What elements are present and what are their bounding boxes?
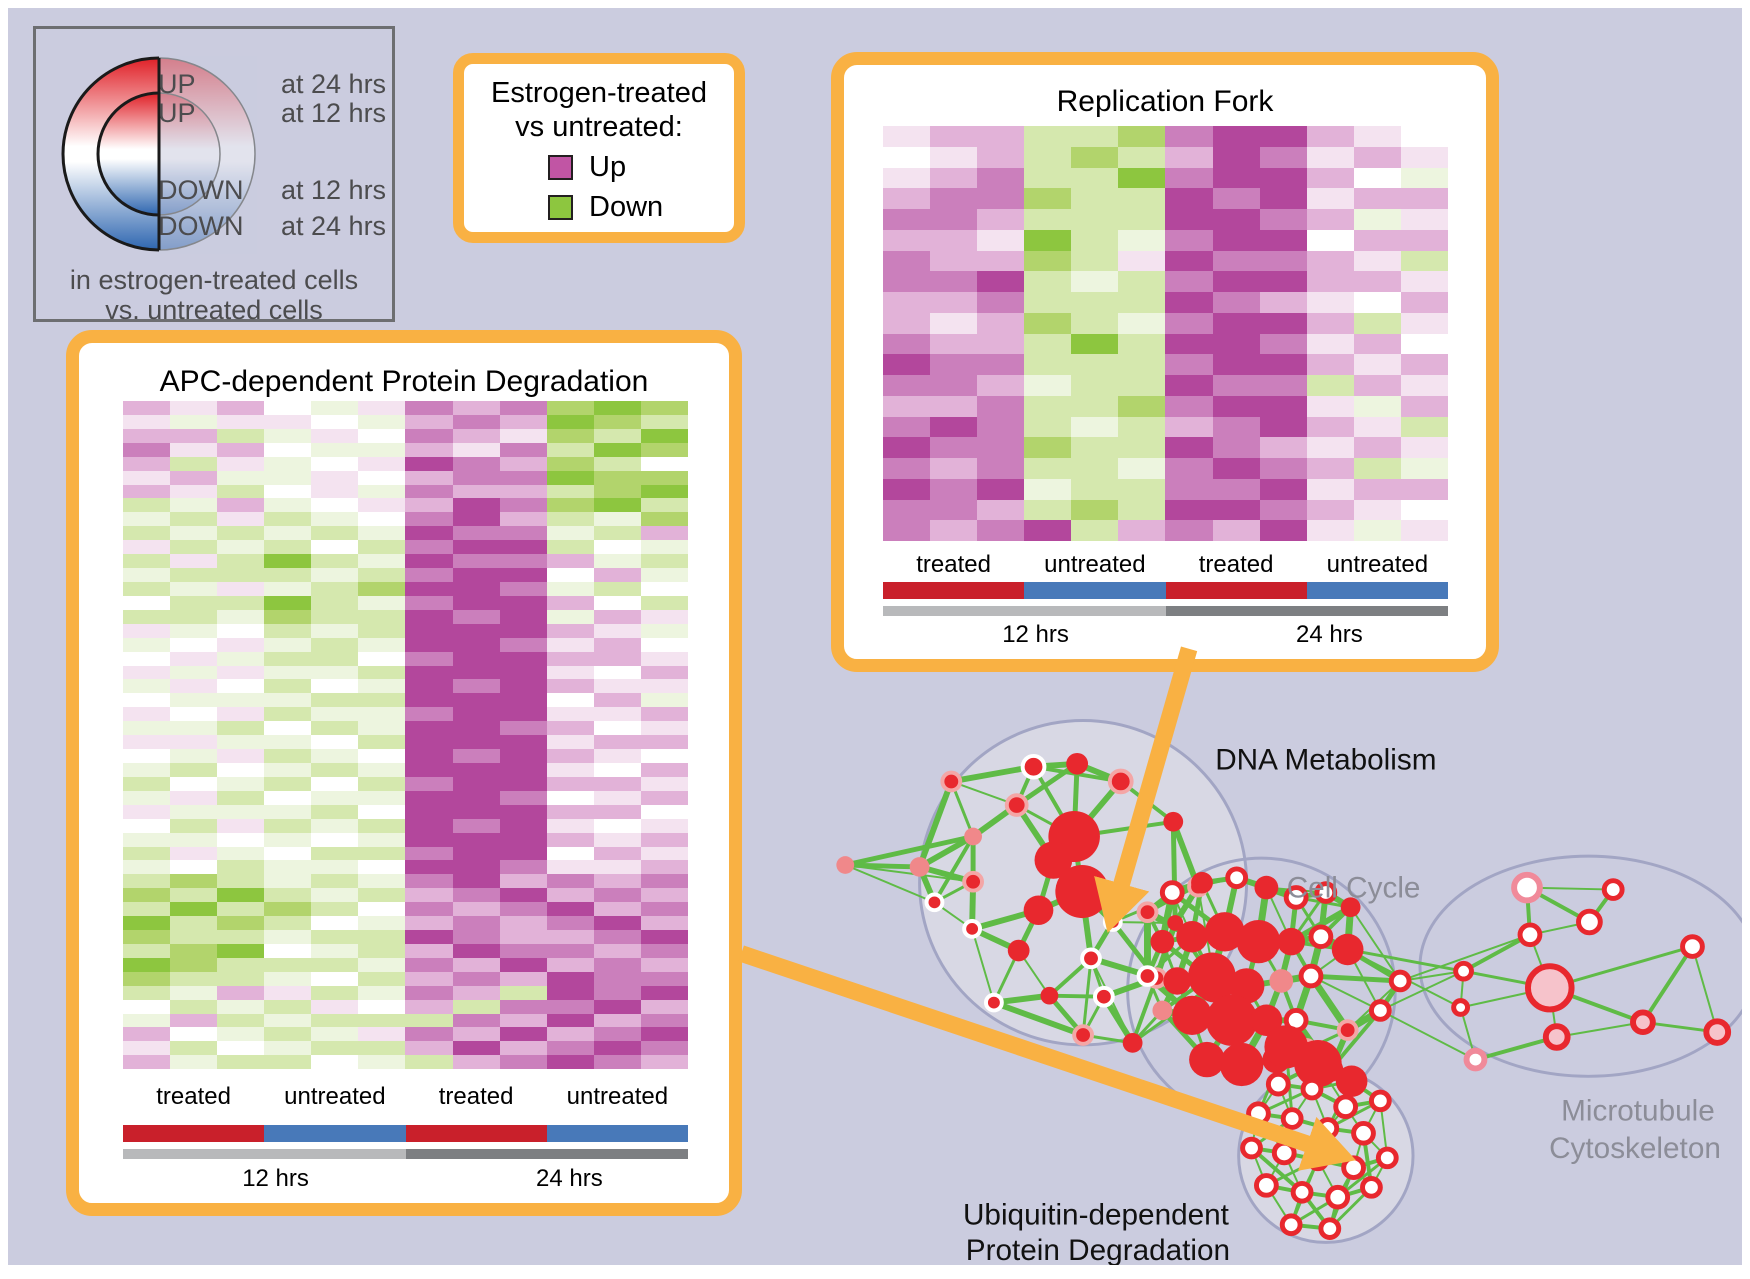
updown-legend-title-line1: Estrogen-treated [490, 77, 707, 109]
svg-text:Cytoskeleton: Cytoskeleton [1549, 1132, 1721, 1165]
apc-time-bar [123, 1149, 688, 1159]
apc-heatmap-grid [123, 401, 688, 1070]
network-svg: DNA Metabolism Cell Cycle Microtubule Cytos… [738, 646, 1742, 1265]
rf-heatmap-grid [883, 126, 1448, 541]
updown-ring-diagram [61, 56, 257, 254]
apc-condition-bar [123, 1125, 688, 1142]
updown-legend-title-line2: vs untreated: [515, 111, 683, 143]
rf-group-labels: treated untreated treated untreated [916, 551, 1429, 578]
updown-legend-box: Estrogen-treated vs untreated: Up Down [453, 53, 745, 243]
rf-condition-bar [883, 582, 1448, 599]
rf-time-labels: 12 hrs 24 hrs [1002, 621, 1363, 648]
svg-text:Protein Degradation: Protein Degradation [966, 1234, 1230, 1265]
svg-text:Microtubule: Microtubule [1561, 1095, 1715, 1128]
rf-panel-title: Replication Fork [1056, 85, 1274, 118]
rf-heatmap-panel: Replication Fork treated untreated treated… [831, 52, 1499, 672]
ring-legend-box: UP at 24 hrs UP at 12 hrs DOWN at 12 hrs DOWN a… [33, 26, 395, 325]
updown-items: Up Down [464, 151, 734, 224]
svg-text:Cell Cycle: Cell Cycle [1287, 872, 1421, 905]
apc-time-labels: 12 hrs 24 hrs [242, 1165, 603, 1192]
apc-group-labels: treated untreated treated untreated [156, 1083, 669, 1110]
apc-heatmap-panel: APC-dependent Protein Degradation treate… [66, 330, 742, 1216]
rf-time-bar [883, 606, 1448, 616]
svg-text:Ubiquitin-dependent: Ubiquitin-dependent [963, 1199, 1229, 1232]
svg-text:DNA Metabolism: DNA Metabolism [1215, 744, 1436, 777]
ring-legend-footer: in estrogen-treated cells vs. untreated c… [69, 265, 359, 325]
apc-panel-title: APC-dependent Protein Degradation [159, 365, 649, 398]
